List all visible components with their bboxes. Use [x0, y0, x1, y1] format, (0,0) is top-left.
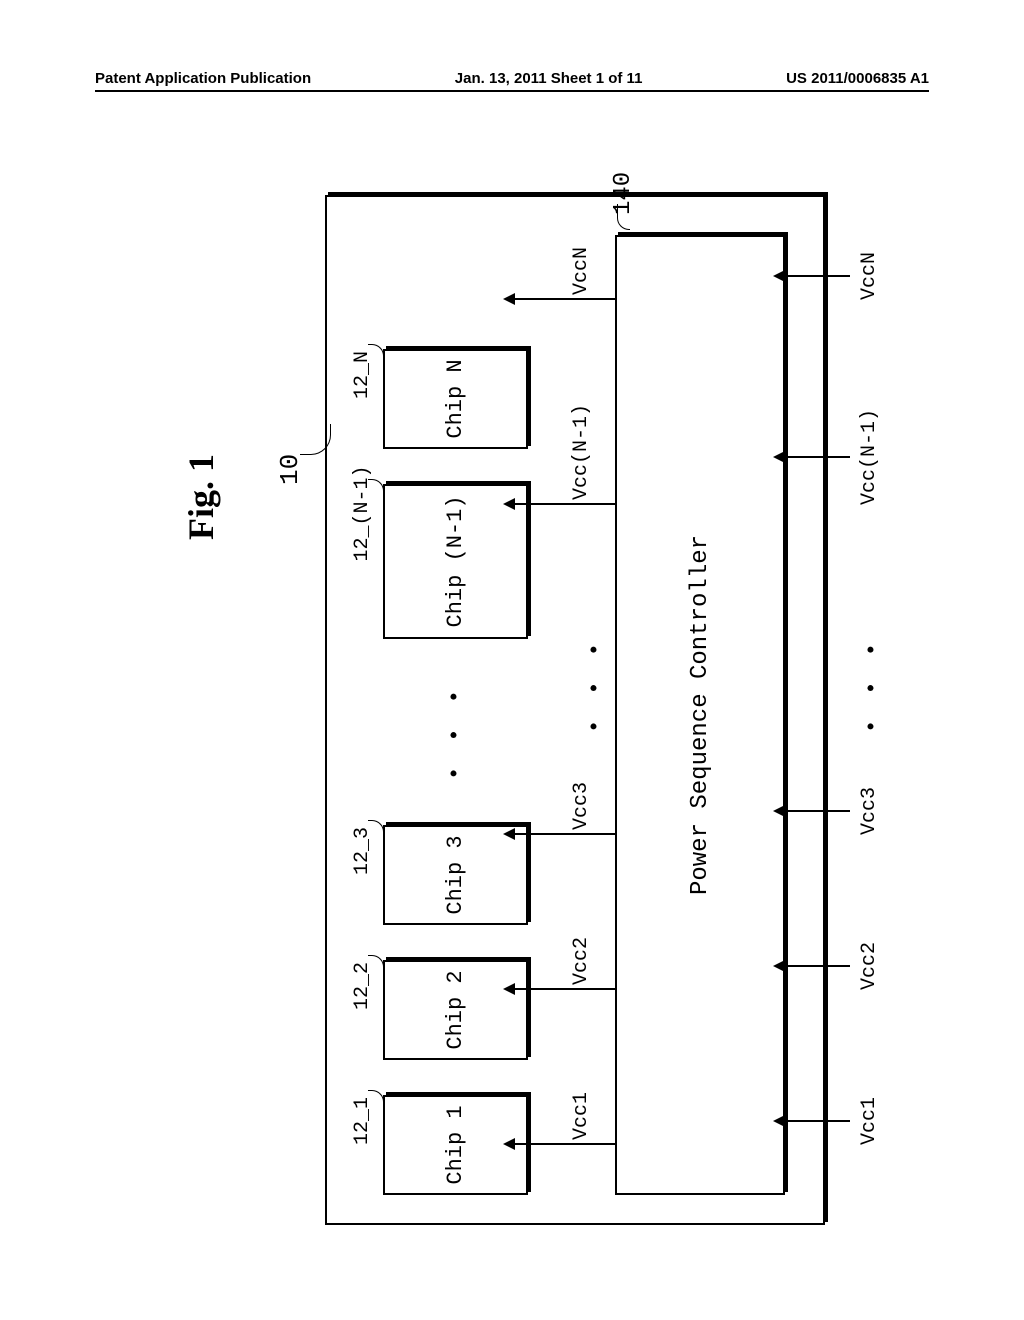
- bottom-vcc-label: Vcc1: [858, 1097, 881, 1145]
- vcc-arrow: [515, 503, 615, 505]
- diagram: 10 12_1 Chip 1 12_2 Chip 2 12_3 Chip 3 •…: [35, 385, 1024, 1015]
- package-reference-number: 10: [275, 454, 305, 485]
- chips-row: 12_1 Chip 1 12_2 Chip 2 12_3 Chip 3 • • …: [365, 235, 545, 1195]
- chip-leader-line: [368, 820, 386, 835]
- chip-leader-line: [368, 955, 386, 970]
- chip-group: 12_3 Chip 3: [383, 825, 528, 925]
- ellipsis: • • •: [583, 637, 608, 733]
- chip-leader-line: [368, 479, 386, 494]
- chip-leader-line: [368, 344, 386, 359]
- bottom-vcc-label: Vcc3: [858, 787, 881, 835]
- bottom-vcc-label: VccN: [858, 252, 881, 300]
- chip-group: 12_N Chip N: [383, 349, 528, 449]
- controller-box: Power Sequence Controller: [615, 235, 785, 1195]
- bottom-vcc-input: Vcc(N-1): [785, 409, 881, 505]
- chip-group: 12_2 Chip 2: [383, 960, 528, 1060]
- chip-leader-line: [368, 1090, 386, 1105]
- vcc-arrow: [515, 298, 615, 300]
- bottom-vcc-label: Vcc2: [858, 942, 881, 990]
- ellipsis: • • •: [443, 674, 468, 790]
- vcc-arrow: [515, 833, 615, 835]
- vcc-label: VccN: [570, 247, 593, 295]
- vcc-arrow: [515, 1143, 615, 1145]
- chip-box: Chip 2: [383, 960, 528, 1060]
- ellipsis: • • •: [860, 637, 885, 733]
- vcc-label: Vcc1: [570, 1092, 593, 1140]
- vcc-label: Vcc(N-1): [570, 404, 593, 500]
- page-header: Patent Application Publication Jan. 13, …: [95, 70, 929, 92]
- chip-box: Chip 3: [383, 825, 528, 925]
- header-left: Patent Application Publication: [95, 70, 311, 87]
- bottom-vcc-input: VccN: [785, 252, 881, 300]
- bottom-vcc-input: Vcc3: [785, 787, 881, 835]
- chip-box: Chip N: [383, 349, 528, 449]
- controller-reference-number: 140: [610, 172, 637, 215]
- header-right: US 2011/0006835 A1: [786, 70, 929, 87]
- vcc-arrow: [515, 988, 615, 990]
- bottom-vcc-label: Vcc(N-1): [858, 409, 881, 505]
- vcc-label: Vcc2: [570, 937, 593, 985]
- vcc-label: Vcc3: [570, 782, 593, 830]
- bottom-vcc-input: Vcc1: [785, 1097, 881, 1145]
- bottom-vcc-input: Vcc2: [785, 942, 881, 990]
- header-center: Jan. 13, 2011 Sheet 1 of 11: [455, 70, 643, 87]
